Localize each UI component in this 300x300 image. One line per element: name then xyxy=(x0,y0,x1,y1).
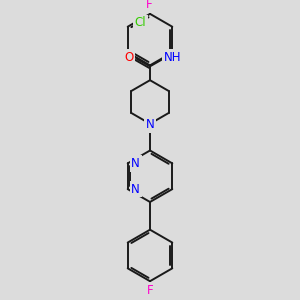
Text: O: O xyxy=(124,51,134,64)
Text: F: F xyxy=(147,284,153,297)
Text: F: F xyxy=(146,0,152,11)
Text: NH: NH xyxy=(164,51,182,64)
Text: N: N xyxy=(131,183,140,196)
Text: Cl: Cl xyxy=(135,16,146,29)
Text: N: N xyxy=(146,118,154,131)
Text: N: N xyxy=(131,157,140,170)
